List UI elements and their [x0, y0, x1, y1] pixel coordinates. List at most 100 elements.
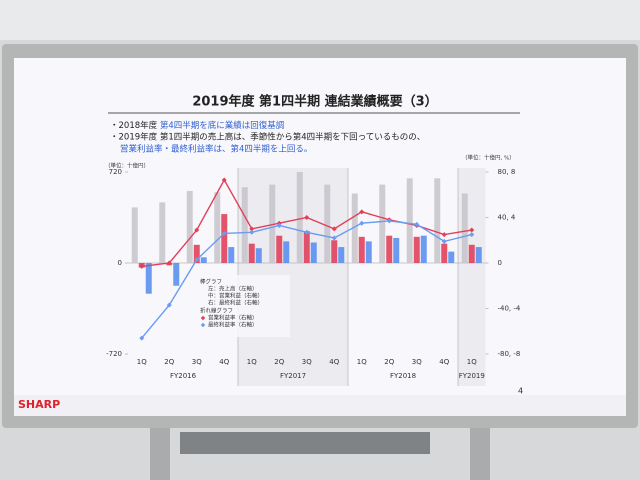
legend-label: 営業利益率（右軸）: [208, 314, 258, 322]
bar: [248, 243, 255, 263]
line-marker: [249, 229, 255, 235]
x-tick-label: 3Q: [412, 358, 422, 366]
line-marker: [276, 222, 282, 228]
bar: [255, 248, 262, 263]
bar: [351, 193, 358, 263]
bar: [448, 251, 455, 263]
x-group-label: FY2016: [170, 372, 197, 380]
line-marker: [304, 215, 310, 220]
bar: [331, 240, 338, 263]
bar: [228, 247, 235, 263]
y-tick-label: 720: [109, 168, 122, 176]
bar: [441, 243, 448, 263]
stand-left: [150, 420, 170, 480]
stand-right: [470, 420, 490, 480]
bar: [193, 244, 200, 263]
line-marker: [359, 220, 365, 226]
bar: [296, 172, 303, 263]
line-marker: [441, 232, 447, 238]
line-marker: [414, 221, 420, 227]
legend-label: 中：営業利益（右軸）: [208, 292, 263, 300]
bar: [276, 235, 283, 263]
y2-tick-label: 0: [498, 259, 502, 267]
bar: [379, 184, 386, 263]
x-group-label: FY2018: [390, 372, 416, 380]
x-tick-label: 1Q: [357, 358, 367, 366]
x-tick-label: 3Q: [192, 358, 202, 366]
x-tick-label: 3Q: [302, 358, 312, 366]
page-number: 4: [518, 387, 523, 396]
legend-group: 折れ線グラフ: [200, 307, 233, 315]
bar: [475, 247, 482, 263]
bar: [468, 244, 475, 263]
x-group-label: FY2019: [459, 372, 485, 380]
x-group-label: FY2017: [280, 372, 306, 380]
bar: [303, 231, 310, 263]
bullet-highlight: 営業利益率・最終利益率は、第4四半期を上回る。: [120, 144, 312, 155]
line-marker: [166, 302, 172, 308]
bullet: ・2019年度 第1四半期の売上高は、季節性から第4四半期を下回っているものの、: [110, 132, 425, 143]
bar: [386, 235, 393, 263]
bar: [358, 236, 365, 263]
y2-tick-label: -80, -8: [498, 350, 521, 358]
x-tick-label: 2Q: [164, 358, 174, 366]
x-tick-label: 4Q: [439, 358, 449, 366]
legend-label: 左：売上高（左軸）: [208, 285, 258, 293]
logo: SHARP: [18, 398, 60, 411]
line-marker: [469, 232, 475, 238]
bar: [338, 247, 345, 263]
bar: [461, 193, 468, 263]
bar: [365, 241, 372, 263]
line-marker: [194, 257, 200, 263]
y2-tick-label: 80, 8: [498, 168, 516, 176]
line-marker: [249, 226, 255, 232]
bar: [406, 178, 413, 263]
chart: FY2016 FY2017 FY2018 FY2019 720 0 -720 80, 8 40,…: [106, 168, 521, 386]
bar: [145, 263, 152, 294]
line-marker: [139, 263, 145, 269]
line-marker: [221, 177, 227, 183]
bullet-text: ・2018年度: [110, 120, 160, 131]
unit-right: （単位：十億円, %）: [462, 154, 515, 162]
slide-footer: [14, 395, 626, 416]
bar: [241, 187, 248, 263]
bar: [131, 207, 138, 263]
x-tick-label: 2Q: [274, 358, 284, 366]
x-tick-label: 1Q: [247, 358, 257, 366]
legend-marker: [200, 322, 206, 328]
line-marker: [331, 235, 337, 241]
bar: [159, 202, 166, 263]
bar: [186, 190, 193, 263]
x-tick-label: 4Q: [219, 358, 229, 366]
unit-left: （単位：十億円）: [105, 162, 149, 170]
bar: [269, 184, 276, 263]
x-tick-label: 1Q: [467, 358, 477, 366]
line-marker: [469, 227, 475, 233]
bullet: ・2018年度 第4四半期を底に業績は回復基調: [110, 120, 284, 131]
bar: [420, 235, 427, 263]
line-marker: [166, 260, 172, 266]
legend-label: 最終利益率（右軸）: [208, 321, 258, 329]
bar: [413, 236, 420, 263]
legend-marker: [200, 315, 206, 321]
bar: [200, 257, 207, 263]
slide-title: 2019年度 第1四半期 連結業績概要（3）: [192, 94, 437, 110]
bar: [324, 184, 331, 263]
bar: [310, 242, 317, 263]
x-tick-label: 1Q: [137, 358, 147, 366]
x-tick-label: 4Q: [329, 358, 339, 366]
bar: [434, 178, 441, 263]
x-tick-label: 2Q: [384, 358, 394, 366]
line-marker: [194, 227, 200, 233]
line-marker: [331, 226, 337, 232]
legend-box: [196, 275, 290, 337]
stand-bar: [180, 432, 430, 454]
line-marker: [139, 335, 145, 341]
line-marker: [221, 230, 227, 236]
y2-tick-label: -40, -4: [498, 305, 521, 313]
y-tick-label: 0: [118, 259, 122, 267]
bullet-highlight: 第4四半期を底に業績は回復基調: [160, 120, 284, 131]
line-marker: [304, 229, 310, 235]
line-marker: [359, 209, 365, 215]
